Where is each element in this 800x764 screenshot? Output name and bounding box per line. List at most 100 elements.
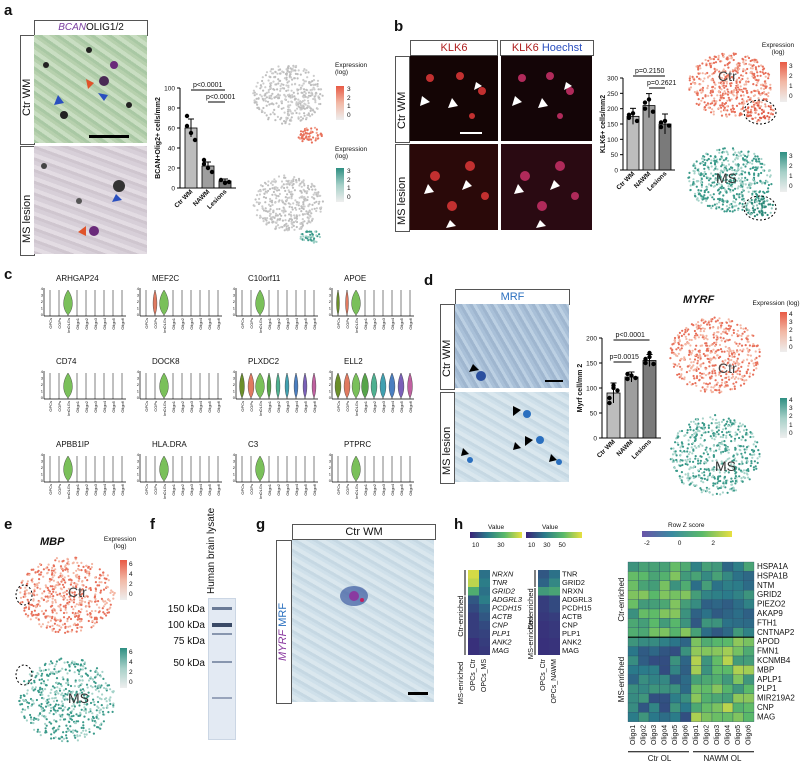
y-tick-label: 250 [607,91,618,98]
tsne-point [65,593,68,596]
tsne-point [751,432,754,435]
tsne-point [710,172,713,175]
tsne-point [720,110,723,113]
tsne-point [705,450,708,454]
x-tick-label: OPCs [240,318,245,329]
tsne-point [33,583,36,586]
tsne-point [80,569,83,572]
tsne-point [287,189,290,192]
x-tick-label: Oligo3 [381,400,386,412]
tsne-point [294,206,297,210]
heat-cell [732,684,744,694]
tsne-point [737,367,740,370]
tsne-point [256,81,259,84]
tsne-point [283,87,286,90]
tsne-point [42,709,45,712]
y-tick-label: 1 [41,389,44,394]
y-tick-label: 1 [41,306,44,311]
tsne-point [727,352,731,356]
tsne-point [718,468,721,471]
tsne-point [752,204,755,208]
tsne-point [35,698,38,702]
f-lane-label: Human brain lysate [206,507,217,594]
tsne-point [697,367,700,371]
tsne-point [700,179,703,182]
tsne-point [78,704,81,707]
tsne-point [47,568,50,571]
tsne-point [703,474,706,477]
tsne-point [733,205,736,208]
row-label: HSPA1A [757,562,789,571]
x-tick-label: Oligo6 [408,483,413,495]
tsne-point [738,67,741,70]
heat-cell [743,712,755,722]
tsne-point [287,219,290,222]
tsne-point [307,211,310,214]
tsne-point [84,708,87,711]
violin [351,289,361,316]
x-tick-label: COPs [57,484,62,495]
tsne-point [695,369,698,372]
heat-cell [732,618,744,628]
x-tick-label: OPCs [336,401,341,412]
tsne-point [277,175,281,178]
tsne-point [769,86,772,89]
tsne-point [91,712,94,715]
tsne-point [690,466,693,469]
tsne-point [740,166,743,169]
tsne-point [747,334,750,337]
tsne-point [734,362,737,365]
tsne-point [45,724,48,727]
tsne-point [680,479,683,482]
tsne-point [26,689,29,692]
tsne-point [33,728,36,731]
tsne-point [256,194,259,197]
tsne-point [722,151,726,154]
d-legend-top-tick: 1 [789,335,793,343]
tsne-point [313,237,316,240]
a-legend-bottom-bar [336,168,344,202]
y-tick-label: 3 [137,376,140,381]
tsne-point [311,203,314,206]
tsne-point [753,344,756,347]
tsne-point [674,441,677,444]
tsne-point [306,76,309,79]
tsne-point [105,601,108,605]
tsne-point [78,599,82,602]
tsne-point [716,149,719,152]
tsne-point [726,349,729,353]
tsne-point [68,689,71,693]
tsne-point [59,609,62,612]
tsne-point [88,728,91,731]
tsne-point [740,169,743,173]
heat-cell [627,655,639,666]
tsne-point [58,605,61,608]
tsne-point [57,737,61,740]
e-legend-bottom-tick: 4 [129,659,133,666]
tsne-point [101,607,104,610]
tsne-point [680,367,683,370]
tsne-point [745,72,748,75]
y-tick-label: 3 [233,293,236,298]
tsne-point [751,159,754,162]
heat-cell [722,580,734,591]
heat-cell [659,618,671,628]
tsne-point [309,109,312,112]
tsne-point [64,606,67,609]
tsne-point [33,590,36,593]
tsne-point [711,91,714,94]
tsne-point [728,168,731,171]
tsne-point [732,70,735,73]
tsne-point [720,420,724,423]
tsne-point [734,187,737,190]
tsne-point [757,157,760,161]
x-tick-label: Oligo4 [102,400,107,412]
tsne-point [714,70,717,73]
heat-cell [711,627,723,638]
tsne-point [712,469,715,472]
tsne-point [676,460,679,463]
x-tick-label: COPs [153,484,158,495]
tsne-point [61,713,64,716]
tsne-point [710,429,713,432]
tsne-point [753,107,756,110]
